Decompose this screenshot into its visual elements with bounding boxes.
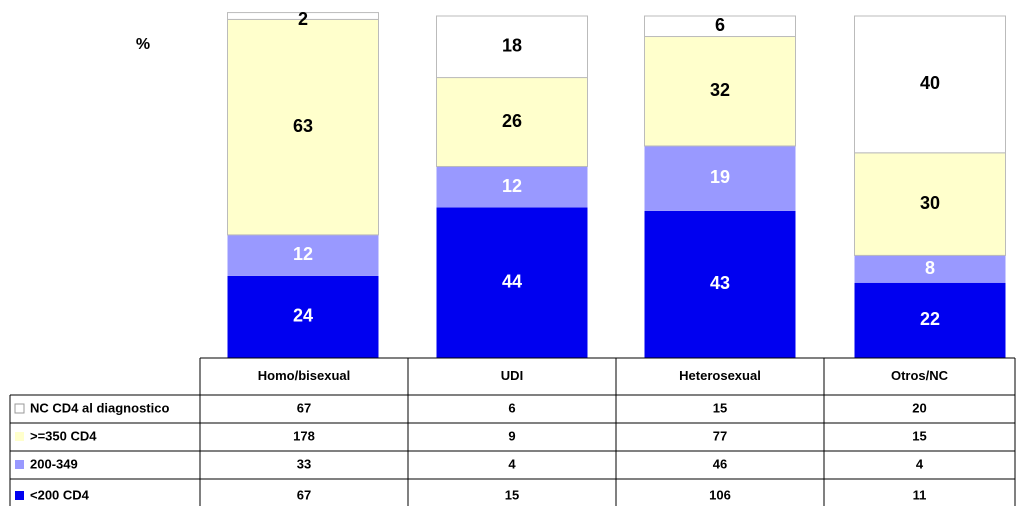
table-cell: 6 bbox=[508, 400, 515, 415]
bar-segment bbox=[854, 15, 1006, 154]
bar-segment bbox=[644, 210, 796, 358]
legend-label: >=350 CD4 bbox=[30, 428, 97, 443]
bar-segment bbox=[227, 12, 379, 20]
data-label: 8 bbox=[925, 258, 935, 278]
data-label: 19 bbox=[710, 167, 730, 187]
bar-segment bbox=[644, 145, 796, 211]
table-header: Homo/bisexual bbox=[258, 368, 350, 383]
table-cell: 77 bbox=[713, 428, 727, 443]
bar-segment bbox=[644, 36, 796, 147]
bar-segment bbox=[436, 166, 588, 208]
bar-segment bbox=[854, 282, 1006, 358]
bar-segment bbox=[227, 275, 379, 358]
data-label: 63 bbox=[293, 116, 313, 136]
bar-segment bbox=[436, 15, 588, 79]
data-label: 18 bbox=[502, 36, 522, 56]
table-cell: 4 bbox=[916, 456, 924, 471]
legend-label: <200 CD4 bbox=[30, 487, 90, 502]
bar-segment bbox=[227, 18, 379, 236]
table-cell: 33 bbox=[297, 456, 311, 471]
table-cell: 15 bbox=[713, 400, 727, 415]
legend-swatch bbox=[15, 491, 24, 500]
table-cell: 46 bbox=[713, 456, 727, 471]
bar-segment bbox=[854, 255, 1006, 283]
bar-segment bbox=[644, 15, 796, 38]
table-cell: 4 bbox=[508, 456, 516, 471]
y-axis-label: % bbox=[136, 36, 150, 53]
table-cell: 67 bbox=[297, 487, 311, 502]
data-label: 12 bbox=[293, 244, 313, 264]
data-label: 44 bbox=[502, 272, 522, 292]
bar-segment bbox=[227, 234, 379, 276]
legend-swatch bbox=[15, 460, 24, 469]
data-label: 43 bbox=[710, 273, 730, 293]
table-header: Heterosexual bbox=[679, 368, 761, 383]
bar-segment bbox=[854, 152, 1006, 256]
data-label: 22 bbox=[920, 309, 940, 329]
table-cell: 178 bbox=[293, 428, 315, 443]
table-cell: 67 bbox=[297, 400, 311, 415]
legend-label: 200-349 bbox=[30, 456, 78, 471]
table-cell: 20 bbox=[912, 400, 926, 415]
data-label: 26 bbox=[502, 111, 522, 131]
legend-label: NC CD4 al diagnostico bbox=[30, 400, 169, 415]
table-cell: 11 bbox=[913, 487, 927, 502]
data-label: 40 bbox=[920, 73, 940, 93]
legend-swatch bbox=[14, 403, 25, 414]
table-header: Otros/NC bbox=[891, 368, 949, 383]
data-label: 30 bbox=[920, 193, 940, 213]
table-cell: 9 bbox=[508, 428, 515, 443]
table-cell: 106 bbox=[709, 487, 731, 502]
table-header: UDI bbox=[501, 368, 523, 383]
data-label: 12 bbox=[502, 176, 522, 196]
data-label: 32 bbox=[710, 80, 730, 100]
data-label: 6 bbox=[715, 15, 725, 35]
data-label: 2 bbox=[298, 9, 308, 29]
table-cell: 15 bbox=[912, 428, 926, 443]
bar-segment bbox=[436, 207, 588, 358]
legend-swatch bbox=[15, 432, 24, 441]
data-label: 24 bbox=[293, 306, 313, 326]
table-cell: 15 bbox=[505, 487, 519, 502]
